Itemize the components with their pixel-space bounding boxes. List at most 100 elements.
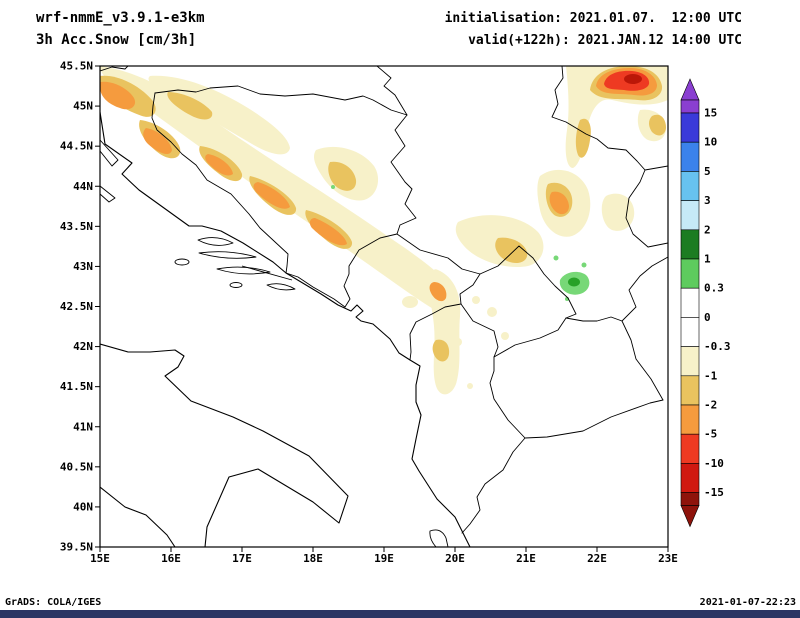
lat-tick-label: 41N [73,420,93,433]
colorbar-band [680,346,700,377]
country-borders [100,66,668,534]
lat-tick-label: 45N [73,100,93,113]
border-hr-ba-north [154,85,408,116]
border-ba-rs-drina [390,114,417,235]
valid-time-label: valid(+122h): 2021.JAN.12 14:00 UTC [468,33,742,48]
lat-tick-label: 40.5N [60,460,93,473]
colorbar-label: 15 [704,107,717,120]
border-rs-mk [565,316,623,322]
colorbar-band [680,258,700,289]
border-me-rs [396,233,481,275]
colorbar-band [680,171,700,201]
colorbar-band [680,112,700,143]
border-al-gr [461,437,526,534]
peljesac-peninsula [241,265,293,281]
island-lastovo [229,282,243,288]
lon-tick-label: 16E [161,552,181,565]
model-name: wrf-nmmE_v3.9.1-e3km [36,10,205,26]
colorbar-label: 0.3 [704,282,724,295]
init-time-label: initialisation: 2021.01.07. 12:00 UTC [445,11,742,26]
colorbar-label: 1 [704,253,711,266]
colorbar-label: 0 [704,311,711,324]
island-mljet [266,283,296,291]
bottom-bar [0,610,800,618]
colorbar-legend: 15 10 5 3 2 1 0.3 0 -0.3 -1 -2 -5 -10 -15 [680,78,731,528]
lat-tick-label: 45.5N [60,60,93,73]
colorbar-band [680,433,700,464]
island-hvar [198,251,257,259]
colorbar-label: 2 [704,223,711,236]
lon-tick-label: 22E [587,552,607,565]
colorbar-label: -10 [704,457,724,470]
border-ko-al [460,303,499,358]
lon-tick-label: 20E [445,552,465,565]
colorbar-band [680,404,700,435]
lon-tick-label: 15E [90,552,110,565]
border-ba-me [343,233,398,308]
colorbar-band [680,229,700,260]
colorbar-band [680,375,700,406]
colorbar-label: -2 [704,399,717,412]
lon-tick-label: 23E [658,552,678,565]
colorbar-band [680,200,700,231]
lon-tick-label: 17E [232,552,252,565]
lat-tick-label: 44N [73,180,93,193]
island-korcula [216,266,271,275]
coastlines [100,111,471,547]
colorbar-arrow-up [680,78,700,101]
island-brac [197,237,234,246]
lon-tick-label: 18E [303,552,323,565]
shading-green-core [568,277,580,287]
border-me-ko [459,273,481,305]
border-hr-ba-west [151,92,289,274]
colorbar-label: 3 [704,194,711,207]
snow-shading-light [100,66,668,395]
italy-east-coastline [100,343,349,547]
border-hr-rs [376,66,408,116]
lat-tick-label: 42.5N [60,300,93,313]
grads-credit: GrADS: COLA/IGES [5,597,101,608]
colorbar-label: -5 [704,428,717,441]
border-hr-ba-south-strip [285,272,346,308]
colorbar-band [680,463,700,493]
colorbar-arrow-down [680,505,700,528]
colorbar-band [680,317,700,347]
colorbar-band [680,287,700,318]
border-ko-mk [493,317,567,358]
lon-tick-label: 19E [374,552,394,565]
lon-tick-label: 21E [516,552,536,565]
colorbar-band [680,141,700,172]
island-pag [100,139,119,167]
colorbar-label: 10 [704,136,717,149]
adriatic-coastline [100,111,471,547]
border-hr-si [100,66,129,72]
border-rs-bg-south [621,256,668,322]
lat-tick-label: 43.5N [60,220,93,233]
lat-tick-label: 43N [73,260,93,273]
snow-shading-max [624,74,642,84]
border-mk-bg [621,320,664,401]
island-corfu [429,529,449,547]
island-vis [174,258,190,266]
border-rs-bg-north [625,169,668,248]
border-me-al [409,303,462,361]
colorbar-band [680,492,700,506]
lat-tick-label: 41.5N [60,380,93,393]
italy-west-coastline [100,486,176,547]
colorbar-label: -0.3 [704,340,731,353]
border-al-mk [489,356,526,439]
border-rs-ro-danube [551,66,646,171]
creation-timestamp: 2021-01-07-22:23 [700,597,796,608]
lat-tick-label: 44.5N [60,140,93,153]
border-mk-gr [524,399,664,439]
border-ko-rs [479,245,577,319]
lat-tick-label: 42N [73,340,93,353]
island-dugi-otok [100,185,116,203]
longitude-axis: 15E 16E 17E 18E 19E 20E 21E 22E 23E [90,547,678,565]
colorbar-band [680,99,700,114]
border-bg-ro-danube [644,165,668,171]
colorbar-label: -1 [704,369,718,382]
variable-label: 3h Acc.Snow [cm/3h] [36,32,196,48]
